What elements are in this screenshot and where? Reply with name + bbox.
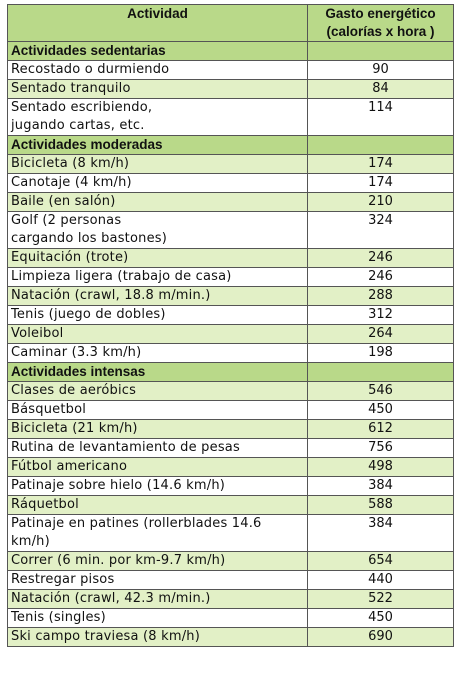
table-row: Natación (crawl, 42.3 m/min.) 522: [7, 589, 454, 609]
calories-cell: 246: [307, 248, 454, 268]
section-header-row: Actividades sedentarias: [7, 41, 454, 61]
calories-cell: 384: [307, 514, 454, 552]
table-row: Caminar (3.3 km/h) 198: [7, 343, 454, 363]
table-row: Sentado escribiendo, jugando cartas, etc…: [7, 98, 454, 136]
table-row: Tenis (singles) 450: [7, 608, 454, 628]
section-title: Actividades intensas: [7, 362, 308, 382]
activity-cell: Equitación (trote): [7, 248, 308, 268]
calories-cell: 440: [307, 570, 454, 590]
table-row: Ráquetbol 588: [7, 495, 454, 515]
section-header-row: Actividades intensas: [7, 362, 454, 382]
calories-cell: 654: [307, 551, 454, 571]
table-row: Recostado o durmiendo 90: [7, 60, 454, 80]
activity-cell: Canotaje (4 km/h): [7, 173, 308, 193]
calories-cell: 450: [307, 400, 454, 420]
table-row: Voleibol 264: [7, 324, 454, 344]
activity-cell: Limpieza ligera (trabajo de casa): [7, 267, 308, 287]
activity-cell: Patinaje sobre hielo (14.6 km/h): [7, 476, 308, 496]
table-row: Bicicleta (21 km/h) 612: [7, 419, 454, 439]
table-body: Actividades sedentarias Recostado o durmi…: [7, 41, 454, 647]
activity-cell: Tenis (singles): [7, 608, 308, 628]
activity-cell: Bicicleta (21 km/h): [7, 419, 308, 439]
activity-cell: Patinaje en patines (rollerblades 14.6 k…: [7, 514, 308, 552]
activity-cell: Bicicleta (8 km/h): [7, 154, 308, 174]
energy-column-header: Gasto energético (calorías x hora ): [307, 4, 454, 42]
table-row: Clases de aeróbics 546: [7, 381, 454, 401]
table-row: Patinaje sobre hielo (14.6 km/h) 384: [7, 476, 454, 496]
activity-cell: Ski campo traviesa (8 km/h): [7, 627, 308, 647]
calories-cell: 198: [307, 343, 454, 363]
table-row: Básquetbol 450: [7, 400, 454, 420]
header-row: Actividad Gasto energético (calorías x h…: [7, 4, 454, 42]
calories-cell: 264: [307, 324, 454, 344]
activity-cell: Caminar (3.3 km/h): [7, 343, 308, 363]
activity-cell: Voleibol: [7, 324, 308, 344]
table-row: Tenis (juego de dobles) 312: [7, 305, 454, 325]
calories-cell: 384: [307, 476, 454, 496]
table-row: Baile (en salón) 210: [7, 192, 454, 212]
section-value-cell: [307, 41, 454, 61]
activity-cell: Correr (6 min. por km-9.7 km/h): [7, 551, 308, 571]
energy-header-line1: Gasto energético: [325, 6, 436, 21]
section-header-row: Actividades moderadas: [7, 135, 454, 155]
activity-cell: Rutina de levantamiento de pesas: [7, 438, 308, 458]
table-row: Natación (crawl, 18.8 m/min.) 288: [7, 286, 454, 306]
table-row: Patinaje en patines (rollerblades 14.6 k…: [7, 514, 454, 552]
activity-cell: Baile (en salón): [7, 192, 308, 212]
calories-cell: 546: [307, 381, 454, 401]
calories-cell: 498: [307, 457, 454, 477]
activity-cell: Básquetbol: [7, 400, 308, 420]
table-row: Equitación (trote) 246: [7, 248, 454, 268]
activity-column-header: Actividad: [7, 4, 308, 42]
table-row: Correr (6 min. por km-9.7 km/h) 654: [7, 551, 454, 571]
section-value-cell: [307, 362, 454, 382]
table-row: Limpieza ligera (trabajo de casa) 246: [7, 267, 454, 287]
section-title: Actividades moderadas: [7, 135, 308, 155]
calories-cell: 690: [307, 627, 454, 647]
calories-cell: 612: [307, 419, 454, 439]
section-title: Actividades sedentarias: [7, 41, 308, 61]
calories-cell: 246: [307, 267, 454, 287]
activity-cell: Clases de aeróbics: [7, 381, 308, 401]
activity-cell: Ráquetbol: [7, 495, 308, 515]
calories-cell: 522: [307, 589, 454, 609]
calories-cell: 756: [307, 438, 454, 458]
calories-cell: 90: [307, 60, 454, 80]
activity-cell: Natación (crawl, 42.3 m/min.): [7, 589, 308, 609]
calories-cell: 450: [307, 608, 454, 628]
table-row: Canotaje (4 km/h) 174: [7, 173, 454, 193]
calories-cell: 84: [307, 79, 454, 99]
section-value-cell: [307, 135, 454, 155]
activity-cell: Sentado escribiendo, jugando cartas, etc…: [7, 98, 308, 136]
activity-cell: Golf (2 personas cargando los bastones): [7, 211, 308, 249]
activity-cell: Natación (crawl, 18.8 m/min.): [7, 286, 308, 306]
calories-cell: 210: [307, 192, 454, 212]
calories-cell: 114: [307, 98, 454, 136]
energy-expenditure-table: Actividad Gasto energético (calorías x h…: [7, 4, 454, 647]
activity-cell: Tenis (juego de dobles): [7, 305, 308, 325]
table-row: Restregar pisos 440: [7, 570, 454, 590]
calories-cell: 312: [307, 305, 454, 325]
calories-cell: 174: [307, 173, 454, 193]
calories-cell: 588: [307, 495, 454, 515]
table-row: Golf (2 personas cargando los bastones) 3…: [7, 211, 454, 249]
table-row: Sentado tranquilo 84: [7, 79, 454, 99]
activity-cell: Sentado tranquilo: [7, 79, 308, 99]
calories-cell: 324: [307, 211, 454, 249]
table-row: Rutina de levantamiento de pesas 756: [7, 438, 454, 458]
table-row: Bicicleta (8 km/h) 174: [7, 154, 454, 174]
activity-cell: Recostado o durmiendo: [7, 60, 308, 80]
activity-cell: Restregar pisos: [7, 570, 308, 590]
calories-cell: 288: [307, 286, 454, 306]
energy-header-line2: (calorías x hora ): [326, 24, 435, 39]
table-row: Fútbol americano 498: [7, 457, 454, 477]
activity-cell: Fútbol americano: [7, 457, 308, 477]
calories-cell: 174: [307, 154, 454, 174]
table-row: Ski campo traviesa (8 km/h) 690: [7, 627, 454, 647]
